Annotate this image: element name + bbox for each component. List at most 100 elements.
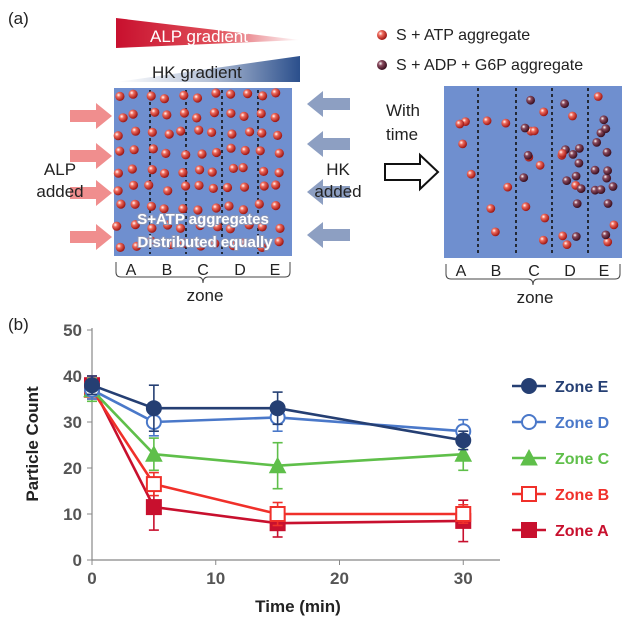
atp-particle [116, 199, 126, 209]
legend-item-zone-b: Zone B [512, 486, 609, 504]
atp-particle [243, 89, 253, 99]
atp-particle [210, 239, 220, 249]
legend-marker [521, 414, 537, 430]
atp-particle [274, 168, 284, 178]
atp-particle [115, 91, 125, 101]
atp-particle [195, 165, 205, 175]
legend-adp-label: S + ADP + G6P aggregate [396, 57, 583, 74]
atp-particle [194, 125, 204, 135]
atp-particle [192, 113, 202, 123]
atp-particle [129, 145, 139, 155]
y-tick-label: 40 [63, 367, 82, 386]
atp-particle [458, 139, 467, 149]
y-tick-label: 10 [63, 505, 82, 524]
y-ticks: 0 10 20 30 40 50 [63, 321, 92, 570]
panel-b-label: (b) [8, 315, 29, 334]
alp-arrows [70, 103, 112, 250]
atp-particle [275, 223, 285, 233]
data-point [145, 445, 163, 462]
atp-particle [273, 130, 283, 140]
particle-count-chart: 0 10 20 30 40 50 0 10 20 30 Particle Count Time … [23, 321, 610, 616]
hk-added-line1: HK [326, 160, 350, 179]
right-zone-letter: B [491, 263, 502, 280]
x-ticks: 0 10 20 30 [87, 560, 473, 588]
hk-arrow-2 [307, 131, 350, 157]
series-line-zone-c [91, 388, 464, 468]
adp-particle [576, 184, 586, 194]
atp-particle [147, 165, 157, 175]
right-zone-labels: A B C D E [456, 263, 610, 280]
legend-item-zone-c: Zone C [512, 448, 610, 468]
adp-particle [562, 176, 572, 186]
legend-label: Zone C [555, 451, 610, 468]
atp-particle [254, 199, 264, 209]
atp-particle [257, 222, 267, 232]
atp-particle [259, 181, 269, 191]
panel-b: (b) 0 10 20 30 40 50 0 10 20 30 Particle Count T… [8, 315, 610, 616]
atp-particle [163, 220, 173, 230]
atp-particle [166, 239, 176, 249]
right-zone-letter: A [456, 263, 467, 280]
atp-particle [150, 107, 160, 117]
alp-arrow-3 [70, 180, 112, 206]
adp-particle [590, 165, 600, 175]
atp-particle [148, 144, 158, 154]
panel-a-label: (a) [8, 9, 29, 28]
atp-particle [455, 119, 465, 129]
atp-particle [274, 148, 284, 158]
series-line-zone-a [90, 384, 464, 525]
atp-particle [222, 182, 233, 193]
hk-added-line2: added [314, 182, 361, 201]
atp-particle [557, 149, 567, 158]
x-tick-label: 0 [87, 569, 96, 588]
atp-particle [482, 116, 492, 126]
atp-particle [501, 118, 511, 128]
atp-particle [225, 224, 235, 234]
adp-particle [571, 232, 581, 241]
atp-particle [271, 180, 281, 190]
right-zone-letter: E [599, 263, 610, 280]
atp-particle [207, 127, 217, 137]
atp-particle [226, 108, 236, 118]
left-zone-letter: B [162, 262, 173, 279]
alp-added-line2: added [36, 182, 83, 201]
atp-particle [558, 231, 568, 241]
right-zone-letter: D [564, 263, 576, 280]
atp-particle [130, 199, 140, 209]
atp-particle [194, 180, 204, 190]
legend-label: Zone E [555, 379, 609, 396]
right-zone-brace [445, 264, 621, 286]
atp-particle [209, 108, 219, 118]
alp-arrow-2 [70, 143, 112, 169]
atp-particle [521, 202, 531, 212]
atp-particle [228, 241, 238, 251]
atp-particle [238, 238, 248, 248]
atp-particle [147, 127, 157, 137]
alp-added-line1: ALP [44, 160, 76, 179]
atp-particle [224, 201, 234, 211]
adp-particle [571, 171, 581, 181]
atp-particle [568, 111, 577, 121]
left-zone-letter: D [234, 262, 246, 279]
x-tick-label: 20 [330, 569, 349, 588]
atp-particle [535, 160, 545, 170]
atp-particle [144, 180, 154, 190]
left-zone-letter: A [126, 262, 137, 279]
hk-arrows [307, 91, 350, 248]
y-tick-label: 20 [63, 459, 82, 478]
left-zone-label: zone [187, 286, 224, 305]
atp-particle [112, 221, 122, 231]
atp-particle [245, 127, 255, 137]
data-point [455, 506, 472, 522]
y-tick-label: 30 [63, 413, 82, 432]
right-zone-dividers [477, 88, 589, 256]
adp-particle [601, 124, 611, 134]
legend-item-zone-a: Zone A [512, 522, 609, 540]
x-axis-label: Time (min) [255, 597, 341, 616]
series-line-zone-e [91, 383, 464, 442]
adp-particle [602, 147, 612, 157]
atp-particle [128, 180, 139, 190]
atp-particle [128, 109, 138, 119]
hk-arrow-3 [307, 179, 350, 205]
adp-particle [560, 99, 569, 109]
